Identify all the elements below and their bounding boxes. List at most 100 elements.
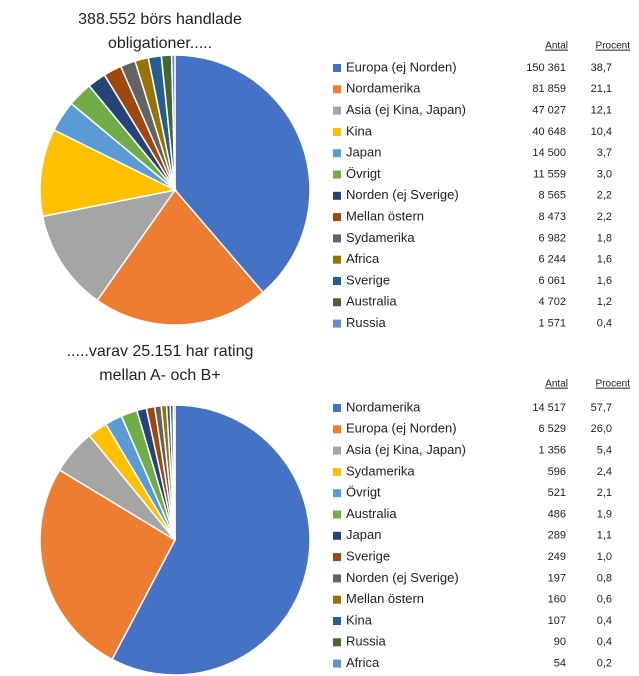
legend-swatch — [333, 489, 341, 498]
pie-slice — [172, 404, 176, 541]
pie-slice — [41, 188, 177, 302]
legend-swatch — [333, 319, 341, 328]
legend-swatch — [333, 659, 341, 668]
count-label: 6 244 — [538, 254, 566, 266]
percent-label: 21,1 — [591, 83, 612, 95]
percent-label: 0,6 — [597, 594, 612, 606]
legend-swatch — [333, 617, 341, 625]
legend-label: Europa (ej Norden) — [346, 421, 457, 436]
percent-label: 2,1 — [597, 487, 612, 499]
percent-label: 0,4 — [597, 636, 612, 648]
legend-swatch — [333, 85, 341, 94]
legend-swatch — [333, 404, 341, 412]
percent-label: 38,7 — [591, 62, 612, 74]
percent-label: 1,1 — [597, 530, 612, 542]
legend-label: Kina — [346, 612, 373, 627]
legend-swatch — [333, 467, 341, 476]
percent-label: 12,1 — [591, 105, 612, 117]
count-label: 197 — [548, 572, 566, 584]
count-label: 596 — [548, 466, 566, 478]
percent-label: 10,4 — [591, 126, 612, 138]
legend-swatch — [333, 574, 341, 583]
pie-slice — [96, 188, 265, 326]
percent-label: 2,4 — [597, 466, 612, 478]
percent-label: 3,7 — [597, 147, 612, 159]
legend-swatch — [333, 170, 341, 179]
percent-label: 1,6 — [597, 275, 612, 287]
pie-slice — [39, 128, 178, 218]
legend-label: Russia — [346, 634, 387, 649]
legend-swatch — [333, 638, 341, 647]
percent-label: 1,0 — [597, 551, 612, 563]
percent-label: 2,2 — [597, 190, 612, 202]
legend-swatch — [333, 191, 341, 200]
percent-label: 3,0 — [597, 168, 612, 180]
legend-swatch — [333, 531, 341, 540]
legend-swatch — [333, 255, 341, 264]
count-label: 521 — [548, 487, 566, 499]
legend-label: Nordamerika — [346, 81, 421, 96]
legend-swatch — [333, 127, 341, 136]
count-label: 1 356 — [538, 445, 566, 457]
count-label: 6 529 — [538, 423, 566, 435]
count-label: 289 — [548, 530, 566, 542]
legend-label: Kina — [346, 123, 373, 138]
count-label: 4 702 — [538, 296, 566, 308]
legend-label: Australia — [346, 294, 397, 309]
chart-title: 388.552 börs handlade — [78, 11, 242, 28]
count-label: 1 571 — [538, 318, 566, 330]
percent-label: 1,9 — [597, 508, 612, 520]
count-label: 6 982 — [538, 232, 566, 244]
percent-label: 0,4 — [597, 318, 612, 330]
count-label: 11 559 — [533, 168, 566, 180]
legend-swatch — [333, 553, 341, 562]
percent-label: 1,6 — [597, 254, 612, 266]
legend-label: Mellan östern — [346, 209, 424, 224]
count-label: 90 — [554, 636, 566, 648]
legend-label: Japan — [346, 145, 381, 160]
percent-label: 0,2 — [597, 658, 612, 670]
legend-swatch — [333, 510, 341, 519]
legend-label: Asia (ej Kina, Japan) — [346, 102, 466, 117]
legend-swatch — [333, 149, 341, 158]
legend-label: Sverige — [346, 549, 390, 564]
pie-slice — [174, 54, 311, 294]
count-label: 40 648 — [532, 126, 566, 138]
legend-label: Norden (ej Sverige) — [346, 570, 459, 585]
legend-label: Russia — [346, 315, 387, 330]
count-label: 81 859 — [532, 83, 566, 95]
count-label: 14 500 — [532, 147, 566, 159]
chart-title: .....varav 25.151 har rating — [67, 343, 254, 360]
count-label: 54 — [554, 658, 566, 670]
legend-swatch — [333, 298, 341, 307]
count-label: 8 473 — [538, 211, 566, 223]
legend-swatch — [333, 595, 341, 604]
legend-label: Nordamerika — [346, 399, 421, 414]
count-label: 6 061 — [538, 275, 566, 287]
legend-label: Sydamerika — [346, 463, 415, 478]
legend-swatch — [333, 425, 341, 434]
column-header: Antal — [545, 379, 568, 390]
chart-title: mellan A- och B+ — [99, 367, 220, 384]
chart-title: obligationer..... — [108, 35, 212, 52]
legend-label: Sydamerika — [346, 230, 415, 245]
pie-slice — [170, 54, 176, 191]
column-header: Antal — [545, 41, 568, 52]
percent-label: 1,2 — [597, 296, 612, 308]
count-label: 107 — [548, 615, 566, 627]
percent-label: 5,4 — [597, 445, 612, 457]
percent-label: 0,4 — [597, 615, 612, 627]
count-label: 47 027 — [532, 105, 566, 117]
column-header: Procent — [596, 41, 631, 52]
percent-label: 0,8 — [597, 572, 612, 584]
legend-swatch — [333, 234, 341, 243]
percent-label: 2,2 — [597, 211, 612, 223]
legend-label: Africa — [346, 655, 380, 670]
pie-slice — [39, 468, 176, 661]
count-label: 150 361 — [526, 62, 566, 74]
legend-swatch — [333, 106, 341, 115]
count-label: 14 517 — [532, 402, 566, 414]
legend-label: Norden (ej Sverige) — [346, 187, 459, 202]
percent-label: 26,0 — [591, 423, 612, 435]
